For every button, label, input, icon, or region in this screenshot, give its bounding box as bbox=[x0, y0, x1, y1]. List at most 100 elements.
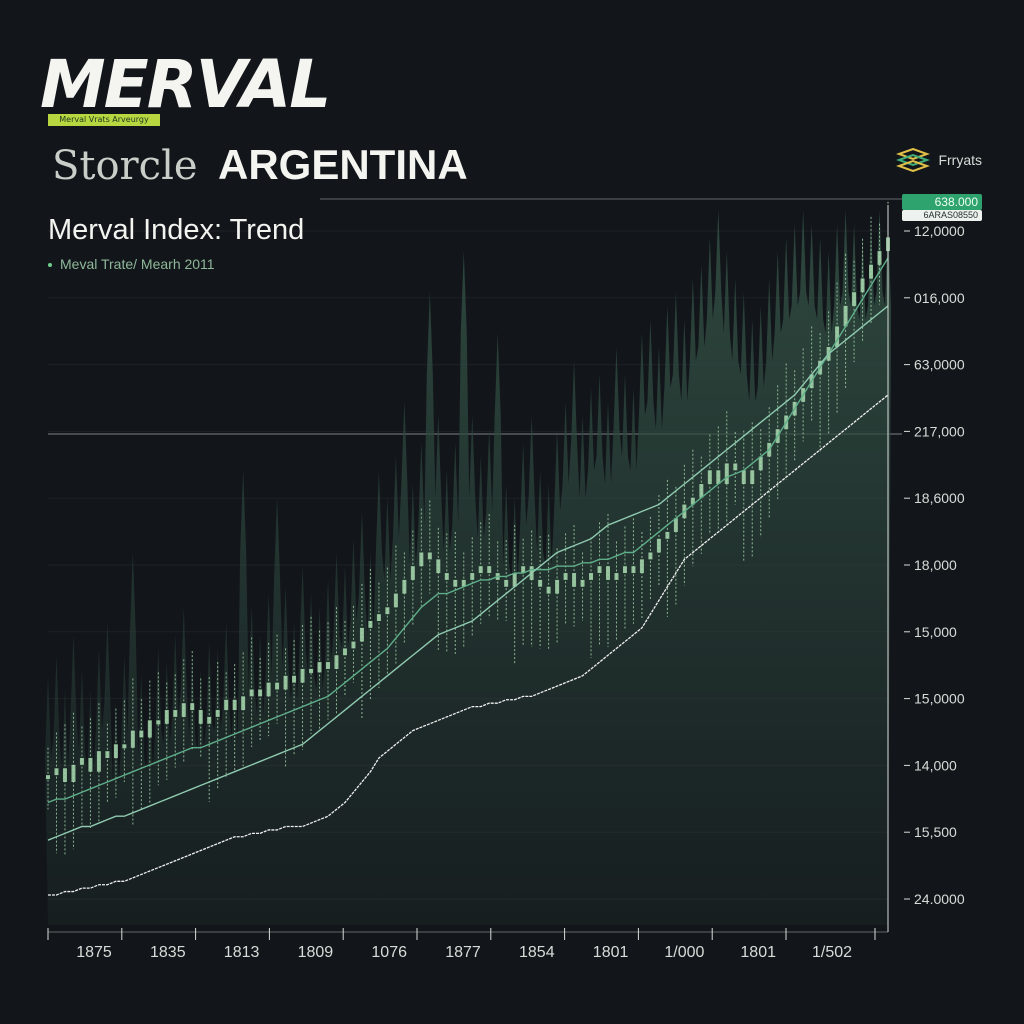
candle-body bbox=[122, 744, 127, 749]
candle-body bbox=[546, 586, 551, 594]
legend[interactable]: Frryats bbox=[896, 148, 982, 172]
candle-body bbox=[589, 573, 594, 580]
y-tick-label: 15,0000 bbox=[914, 691, 965, 707]
candle-body bbox=[877, 251, 882, 265]
candle-body bbox=[835, 326, 840, 347]
candle-body bbox=[215, 710, 220, 717]
x-tick-label: 1854 bbox=[519, 944, 555, 961]
candle-body bbox=[207, 716, 212, 724]
x-tick-label: 1877 bbox=[445, 944, 481, 961]
brand-prefix: Storcle bbox=[52, 143, 198, 189]
candle-body bbox=[724, 463, 729, 484]
x-tick-label: 1076 bbox=[371, 944, 407, 961]
y-tick-label: 12,0000 bbox=[914, 223, 965, 239]
subtitle-bullet bbox=[48, 263, 52, 268]
candle-body bbox=[309, 668, 314, 673]
candle-body bbox=[733, 463, 738, 471]
brand-row: Storcle ARGENTINA bbox=[52, 138, 468, 202]
candle-body bbox=[673, 518, 678, 532]
candle-body bbox=[393, 593, 398, 608]
area-peaks bbox=[45, 210, 891, 925]
y-tick-label: 18,6000 bbox=[914, 490, 965, 506]
candle-body bbox=[699, 484, 704, 498]
subtitle-text: Meval Trate/ Mearh 2011 bbox=[60, 256, 215, 272]
logo-text: MERVAL bbox=[40, 46, 331, 123]
candle-body bbox=[54, 768, 59, 776]
candle-body bbox=[351, 641, 356, 649]
candle-body bbox=[470, 573, 475, 580]
x-tick-label: 1875 bbox=[76, 944, 112, 961]
candle-body bbox=[538, 579, 543, 587]
candle-body bbox=[758, 456, 763, 471]
x-tick-label: 1801 bbox=[740, 944, 776, 961]
x-tick-label: 1/502 bbox=[812, 944, 852, 961]
candle-body bbox=[410, 566, 415, 580]
candle-body bbox=[198, 710, 203, 724]
candle-body bbox=[249, 689, 254, 697]
candle-body bbox=[71, 764, 76, 782]
long-trend-line bbox=[48, 394, 889, 896]
candle-body bbox=[504, 579, 509, 587]
candle-body bbox=[130, 730, 135, 748]
candle-body bbox=[580, 579, 585, 587]
x-tick-label: 1809 bbox=[298, 944, 334, 961]
y-tick-label: 217,000 bbox=[914, 423, 965, 439]
candle-body bbox=[639, 559, 644, 574]
candle-body bbox=[181, 703, 186, 717]
candle-body bbox=[113, 744, 118, 758]
current-price-badge: 638.000 bbox=[902, 194, 982, 210]
candle-body bbox=[147, 720, 152, 738]
current-price-sub-badge: 6ARAS08550 bbox=[902, 210, 982, 221]
candle-body bbox=[402, 579, 407, 594]
candle-body bbox=[707, 470, 712, 484]
candle-body bbox=[597, 566, 602, 574]
y-tick-label: 15,500 bbox=[914, 824, 957, 840]
candle-body bbox=[487, 566, 492, 574]
candle-body bbox=[275, 682, 280, 690]
layers-icon bbox=[896, 148, 930, 172]
candle-body bbox=[258, 689, 263, 697]
candle-body bbox=[283, 675, 288, 690]
candle-body bbox=[292, 675, 297, 683]
candle-body bbox=[368, 621, 373, 628]
candle-body bbox=[563, 573, 568, 580]
candle-body bbox=[622, 566, 627, 574]
candle-body bbox=[860, 278, 865, 293]
candle-body bbox=[436, 559, 441, 574]
candle-body bbox=[478, 566, 483, 574]
candle-body bbox=[164, 710, 169, 724]
y-tick-label: 14,000 bbox=[914, 757, 957, 773]
candle-body bbox=[869, 264, 874, 279]
candle-body bbox=[555, 579, 560, 594]
candle-body bbox=[572, 573, 577, 587]
merval-logo: MERVAL bbox=[40, 52, 331, 118]
x-tick-label: 1835 bbox=[150, 944, 186, 961]
candle-body bbox=[326, 662, 330, 669]
chart-subtitle: Meval Trate/ Mearh 2011 bbox=[48, 256, 215, 272]
candle-body bbox=[512, 573, 517, 587]
candle-body bbox=[741, 470, 746, 484]
candle-body bbox=[461, 579, 466, 587]
candle-body bbox=[105, 751, 110, 758]
x-tick-label: 1801 bbox=[593, 944, 629, 961]
candle-body bbox=[852, 292, 857, 306]
candle-body bbox=[156, 720, 161, 725]
candle-series bbox=[46, 201, 890, 855]
y-tick-label: 24.0000 bbox=[914, 891, 965, 907]
candle-body bbox=[62, 768, 67, 782]
x-tick-label: 1813 bbox=[224, 944, 260, 961]
candle-body bbox=[88, 758, 93, 772]
y-tick-label: 016,000 bbox=[914, 290, 965, 306]
y-tick-label: 18,000 bbox=[914, 557, 957, 573]
candle-body bbox=[96, 751, 101, 772]
candle-body bbox=[427, 552, 432, 560]
candle-body bbox=[300, 668, 305, 683]
logo-tagline: Merval Vrats Arveurgy bbox=[48, 114, 160, 126]
candle-body bbox=[843, 305, 848, 327]
candle-body bbox=[79, 758, 84, 765]
candle-body bbox=[631, 566, 636, 574]
y-tick-label: 63,0000 bbox=[914, 357, 965, 373]
legend-label: Frryats bbox=[938, 152, 983, 168]
